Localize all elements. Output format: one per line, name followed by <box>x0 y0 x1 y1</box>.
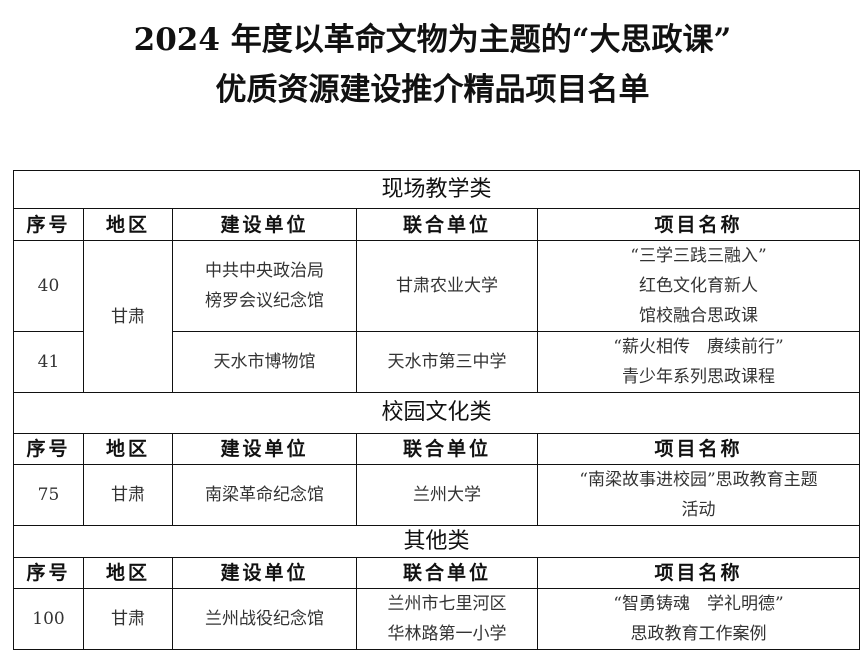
partner-unit-cell: 甘肃农业大学 <box>356 240 538 332</box>
partner-unit-cell-line: 天水市第三中学 <box>387 352 507 372</box>
column-header-row: 序号 地区 建设单位 联合单位 项目名称 <box>13 433 860 465</box>
section-header-row: 校园文化类 <box>13 392 860 434</box>
page-title-line-2: 优质资源建设推介精品项目名单 <box>215 72 650 108</box>
table-row: 75 甘肃 南梁革命纪念馆 兰州大学 “南梁故事进校园”思政教育主题 活动 <box>13 464 860 526</box>
builder-unit-cell-line: 榜罗会议纪念馆 <box>205 291 324 311</box>
serial-number-cell: 40 <box>13 240 84 332</box>
column-header: 联合单位 <box>356 433 538 465</box>
project-name-cell-line: “智勇铸魂 学礼明德” <box>613 594 784 614</box>
column-header: 地区 <box>83 208 173 241</box>
project-name-cell-line: “薪火相传 赓续前行” <box>613 337 784 357</box>
section-header-row: 现场教学类 <box>13 170 860 209</box>
column-header: 地区 <box>83 557 173 589</box>
column-header: 建设单位 <box>172 208 357 241</box>
project-name-cell-line: “南梁故事进校园”思政教育主题 <box>579 470 818 490</box>
builder-unit-cell-line: 天水市博物馆 <box>213 352 316 372</box>
region-cell: 甘肃 <box>83 588 173 650</box>
page-title-line-1: 2024 年度以革命文物为主题的“大思政课” <box>133 22 732 58</box>
column-header: 序号 <box>13 208 84 241</box>
builder-unit-cell-line: 兰州战役纪念馆 <box>205 609 324 629</box>
column-header: 项目名称 <box>537 208 860 241</box>
column-header: 建设单位 <box>172 433 357 465</box>
column-header: 建设单位 <box>172 557 357 589</box>
column-header: 联合单位 <box>356 208 538 241</box>
serial-number-cell: 75 <box>13 464 84 526</box>
builder-unit-cell: 天水市博物馆 <box>172 331 357 393</box>
region-cell: 甘肃 <box>83 240 173 393</box>
column-header: 项目名称 <box>537 433 860 465</box>
partner-unit-cell: 兰州市七里河区 华林路第一小学 <box>356 588 538 650</box>
column-header: 联合单位 <box>356 557 538 589</box>
column-header: 序号 <box>13 557 84 589</box>
project-name-cell-line: 红色文化育新人 <box>639 276 758 296</box>
project-name-cell: “智勇铸魂 学礼明德” 思政教育工作案例 <box>537 588 860 650</box>
section-title: 其他类 <box>13 525 860 558</box>
project-name-cell-line: 馆校融合思政课 <box>639 306 758 326</box>
project-name-cell-line: 活动 <box>681 500 716 520</box>
section-title: 校园文化类 <box>13 392 860 434</box>
section-title: 现场教学类 <box>13 170 860 209</box>
table-row: 40 甘肃 中共中央政治局 榜罗会议纪念馆 甘肃农业大学 “三学三践三融入” 红色文化育新人… <box>13 240 860 393</box>
builder-unit-cell: 兰州战役纪念馆 <box>172 588 357 650</box>
table-row: 41 天水市博物馆 天水市第三中学 “薪火相传 赓续前行” 青少年系列思政课程 <box>13 331 860 393</box>
partner-unit-cell: 兰州大学 <box>356 464 538 526</box>
partner-unit-cell-line: 甘肃农业大学 <box>396 276 498 296</box>
partner-unit-cell-line: 华林路第一小学 <box>387 624 507 644</box>
project-name-cell: “南梁故事进校园”思政教育主题 活动 <box>537 464 860 526</box>
project-name-cell: “薪火相传 赓续前行” 青少年系列思政课程 <box>537 331 860 393</box>
builder-unit-cell-line: 中共中央政治局 <box>205 261 324 281</box>
region-cell: 甘肃 <box>83 464 173 526</box>
builder-unit-cell-line: 南梁革命纪念馆 <box>205 485 324 505</box>
table-row: 100 甘肃 兰州战役纪念馆 兰州市七里河区 华林路第一小学 “智勇铸魂 学礼明德” 思政教… <box>13 588 860 650</box>
serial-number-cell: 100 <box>13 588 84 650</box>
project-list-table: 现场教学类 序号 地区 建设单位 联合单位 项目名称 40 甘肃 中共中央政治局 榜罗会议纪念馆甘… <box>13 170 860 650</box>
project-name-cell-line: “三学三践三融入” <box>630 246 767 266</box>
partner-unit-cell: 天水市第三中学 <box>356 331 538 393</box>
column-header: 序号 <box>13 433 84 465</box>
project-name-cell: “三学三践三融入” 红色文化育新人 馆校融合思政课 <box>537 240 860 332</box>
column-header-row: 序号 地区 建设单位 联合单位 项目名称 <box>13 208 860 241</box>
builder-unit-cell: 中共中央政治局 榜罗会议纪念馆 <box>172 240 357 332</box>
partner-unit-cell-line: 兰州市七里河区 <box>387 594 507 614</box>
section-header-row: 其他类 <box>13 525 860 558</box>
project-name-cell-line: 青少年系列思政课程 <box>622 367 775 387</box>
builder-unit-cell: 南梁革命纪念馆 <box>172 464 357 526</box>
column-header: 地区 <box>83 433 173 465</box>
column-header: 项目名称 <box>537 557 860 589</box>
column-header-row: 序号 地区 建设单位 联合单位 项目名称 <box>13 557 860 589</box>
project-name-cell-line: 思政教育工作案例 <box>630 624 767 644</box>
partner-unit-cell-line: 兰州大学 <box>413 485 481 505</box>
serial-number-cell: 41 <box>13 331 84 393</box>
